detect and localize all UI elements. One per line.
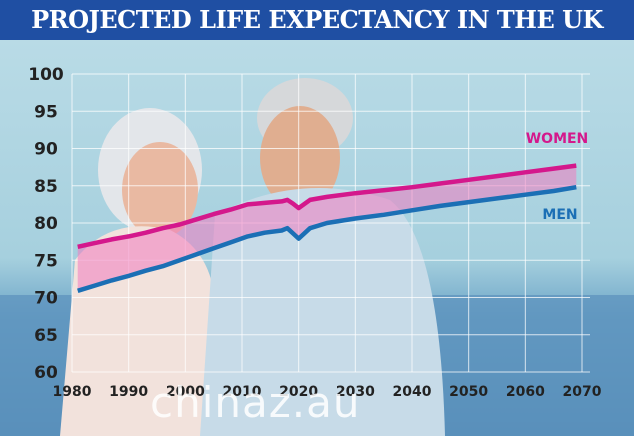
background-photo: [0, 40, 634, 436]
x-tick-label-2000: 2000: [166, 384, 205, 400]
x-tick-label-1990: 1990: [109, 384, 148, 400]
series-lines: [77, 163, 577, 293]
y-tick-label-85: 85: [34, 177, 58, 197]
gridlines: [71, 73, 590, 373]
y-axis-tick-labels: 60 65 70 75 80 85 90 95 100: [28, 65, 64, 383]
series-labels: WOMEN MEN: [526, 131, 589, 223]
y-tick-label-60: 60: [34, 363, 58, 383]
x-axis-tick-labels: 1980 1990 2000 2010 2020 2030 2040 2050 2060 2070: [53, 384, 602, 400]
gap-band: [77, 165, 577, 291]
x-tick-label-2010: 2010: [223, 384, 262, 400]
watermark-text: chinaz.au: [150, 378, 361, 427]
series-label-women: WOMEN: [526, 131, 589, 147]
chart-title: PROJECTED LIFE EXPECTANCY IN THE UK: [31, 5, 603, 34]
x-tick-label-2040: 2040: [393, 384, 432, 400]
y-tick-label-65: 65: [34, 326, 58, 346]
y-tick-label-75: 75: [34, 251, 58, 271]
series-line-men: [77, 184, 577, 293]
y-tick-label-95: 95: [34, 102, 58, 122]
x-tick-label-2070: 2070: [563, 384, 602, 400]
title-banner: PROJECTED LIFE EXPECTANCY IN THE UK: [0, 0, 634, 40]
x-tick-label-2060: 2060: [506, 384, 545, 400]
x-tick-label-1980: 1980: [53, 384, 92, 400]
y-tick-label-100: 100: [28, 65, 64, 85]
series-label-men: MEN: [542, 207, 577, 223]
series-line-women: [77, 163, 577, 249]
x-tick-label-2050: 2050: [449, 384, 488, 400]
x-tick-label-2030: 2030: [336, 384, 375, 400]
x-tick-label-2020: 2020: [279, 384, 318, 400]
y-tick-label-90: 90: [34, 140, 58, 160]
y-tick-label-80: 80: [34, 214, 58, 234]
y-tick-label-70: 70: [34, 289, 58, 309]
